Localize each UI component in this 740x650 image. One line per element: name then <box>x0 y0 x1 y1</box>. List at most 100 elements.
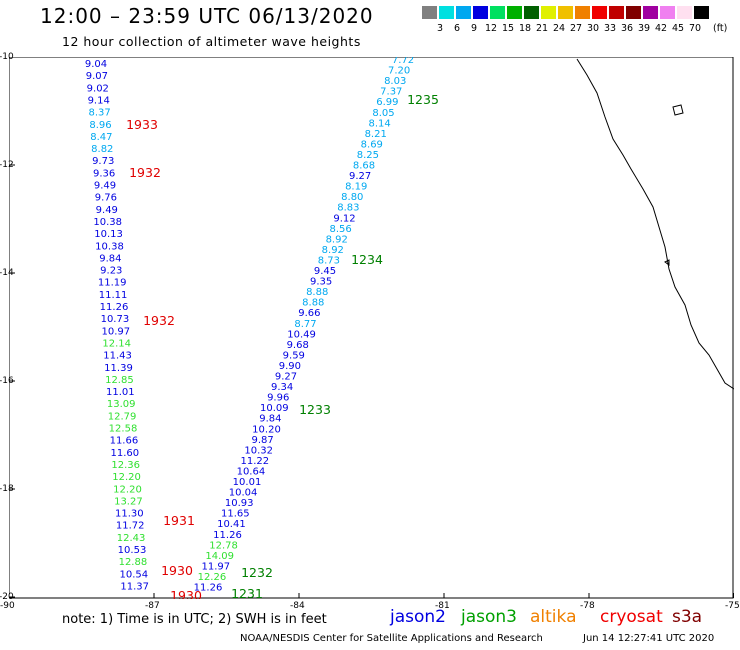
track-height-label: 8.92 <box>326 234 348 245</box>
track-height-label: 8.37 <box>88 108 110 119</box>
track-height-label: 11.26 <box>194 583 223 594</box>
legend-swatch <box>660 6 675 19</box>
track-height-label: 10.38 <box>95 241 124 252</box>
track-height-label: 9.23 <box>100 266 122 277</box>
track-height-label: 10.04 <box>229 488 258 499</box>
track-height-label: 8.21 <box>365 129 387 140</box>
track-height-label: 8.69 <box>361 139 383 150</box>
timestamp-text: Jun 14 12:27:41 UTC 2020 <box>583 633 715 644</box>
track-height-label: 7.20 <box>388 66 410 77</box>
legend-unit: (ft) <box>713 23 728 34</box>
legend-label: 12 <box>484 23 498 34</box>
map-subtitle: 12 hour collection of altimeter wave hei… <box>62 34 361 49</box>
track-height-label: 9.04 <box>85 59 107 70</box>
track-height-label: 8.03 <box>384 76 406 87</box>
track-height-label: 13.09 <box>107 399 136 410</box>
credit-text: NOAA/NESDIS Center for Satellite Applica… <box>240 633 543 644</box>
lon-label: -87 <box>145 601 160 611</box>
legend-swatch <box>592 6 607 19</box>
legend-label: 70 <box>688 23 702 34</box>
track-height-label: 10.73 <box>101 314 130 325</box>
track-height-label: 9.84 <box>259 414 281 425</box>
lat-label: -12 <box>0 160 14 170</box>
pass-time-label: 1233 <box>299 402 331 417</box>
track-height-label: 8.19 <box>345 182 367 193</box>
track-height-label: 9.36 <box>93 168 115 179</box>
island <box>672 104 684 116</box>
track-height-label: 7.72 <box>392 57 414 66</box>
track-height-label: 8.47 <box>90 132 112 143</box>
track-height-label: 12.88 <box>119 557 148 568</box>
track-height-label: 7.37 <box>380 87 402 98</box>
legend-label: 15 <box>501 23 515 34</box>
track-height-label: 9.68 <box>287 340 309 351</box>
legend-swatch <box>694 6 709 19</box>
track-height-label: 9.35 <box>310 277 332 288</box>
track-height-label: 11.60 <box>110 448 139 459</box>
legend-swatch <box>473 6 488 19</box>
footer-note: note: 1) Time is in UTC; 2) SWH is in fe… <box>62 612 327 627</box>
legend-label: 33 <box>603 23 617 34</box>
legend-jason2: jason2 <box>390 607 446 627</box>
legend-label: 21 <box>535 23 549 34</box>
track-height-label: 10.32 <box>244 445 273 456</box>
track-height-label: 11.65 <box>221 509 250 520</box>
track-height-label: 9.87 <box>251 435 273 446</box>
legend-swatch <box>422 6 437 19</box>
legend-label: 27 <box>569 23 583 34</box>
legend-swatch <box>575 6 590 19</box>
coastline <box>576 58 734 390</box>
map-title: 12:00 – 23:59 UTC 06/13/2020 <box>40 4 374 28</box>
track-height-label: 9.84 <box>99 253 121 264</box>
lon-label: -84 <box>290 601 305 611</box>
track-height-label: 13.27 <box>114 496 143 507</box>
track-height-label: 10.97 <box>101 326 130 337</box>
legend-label: 36 <box>620 23 634 34</box>
track-height-label: 9.96 <box>267 393 289 404</box>
track-height-label: 9.73 <box>92 156 114 167</box>
track-height-label: 12.20 <box>112 472 141 483</box>
track-height-label: 8.83 <box>337 203 359 214</box>
track-height-label: 11.26 <box>100 302 129 313</box>
track-height-label: 12.78 <box>209 540 238 551</box>
track-height-label: 11.66 <box>110 436 139 447</box>
track-height-label: 9.02 <box>87 83 109 94</box>
island <box>664 259 670 266</box>
track-height-label: 9.14 <box>88 95 110 106</box>
pass-time-label: 1231 <box>231 586 263 599</box>
legend-swatch <box>609 6 624 19</box>
legend-swatch <box>507 6 522 19</box>
track-height-label: 9.07 <box>86 71 108 82</box>
track-height-label: 11.72 <box>116 521 145 532</box>
legend-label: 6 <box>453 23 461 34</box>
legend-swatch <box>439 6 454 19</box>
legend-label: 42 <box>654 23 668 34</box>
track-height-label: 8.92 <box>322 245 344 256</box>
pass-time-label: 1234 <box>351 252 383 267</box>
track-height-label: 8.96 <box>89 120 111 131</box>
track-height-label: 11.26 <box>213 530 242 541</box>
track-height-label: 14.09 <box>205 551 234 562</box>
legend-swatch <box>524 6 539 19</box>
track-height-label: 9.59 <box>283 350 305 361</box>
track-height-label: 8.82 <box>91 144 113 155</box>
track-height-label: 10.54 <box>119 569 148 580</box>
track-height-label: 9.90 <box>279 361 301 372</box>
track-height-label: 8.14 <box>368 118 390 129</box>
track-height-label: 12.36 <box>111 460 140 471</box>
track-height-label: 10.01 <box>233 477 262 488</box>
track-height-label: 10.53 <box>118 545 147 556</box>
track-height-label: 9.76 <box>95 193 117 204</box>
track-height-label: 8.25 <box>357 150 379 161</box>
legend-label: 30 <box>586 23 600 34</box>
legend-label: 3 <box>436 23 444 34</box>
track-height-label: 12.85 <box>105 375 134 386</box>
legend-altika: altika <box>530 607 577 627</box>
track-height-label: 8.73 <box>318 255 340 266</box>
track-height-label: 12.58 <box>109 424 138 435</box>
lon-label: -90 <box>0 601 15 611</box>
lat-label: -18 <box>0 484 14 494</box>
track-height-label: 9.49 <box>96 205 118 216</box>
track-height-label: 10.64 <box>237 466 266 477</box>
legend-s3a: s3a <box>672 607 703 627</box>
